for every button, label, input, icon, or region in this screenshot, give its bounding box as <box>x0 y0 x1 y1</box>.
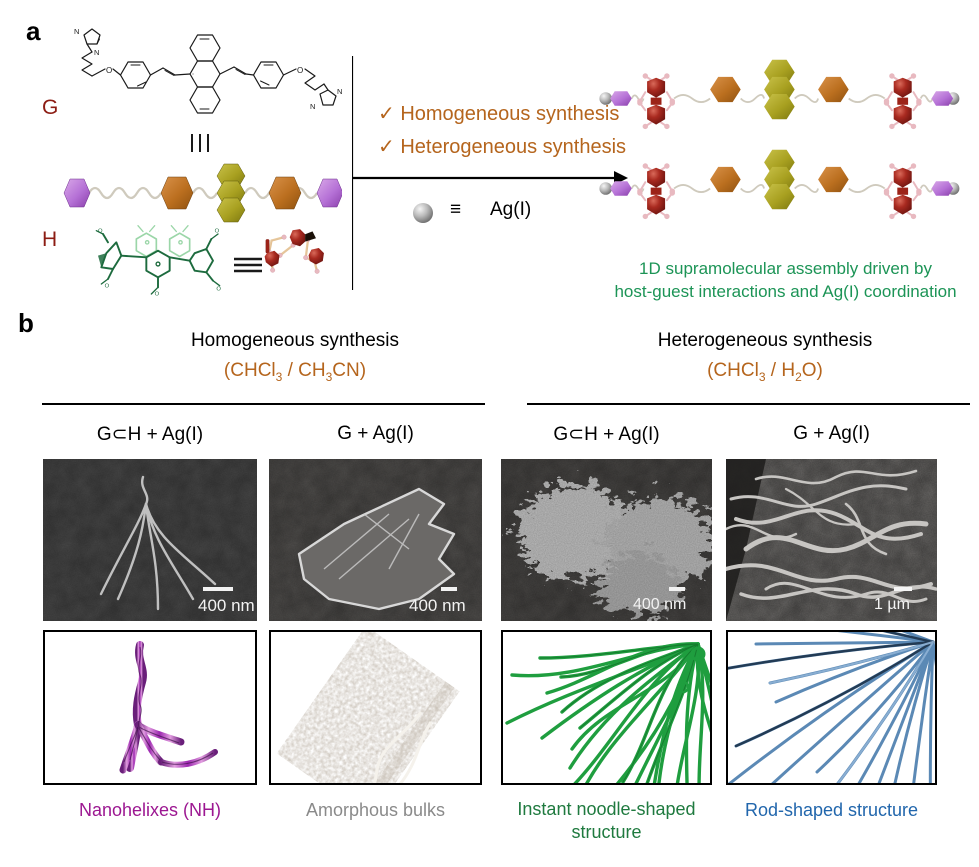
svg-text:400 nm: 400 nm <box>633 596 686 613</box>
svg-text:N: N <box>337 87 342 96</box>
svg-text:O: O <box>155 292 160 298</box>
svg-text:O: O <box>215 228 220 234</box>
svg-text:O: O <box>98 228 103 234</box>
svg-text:400 nm: 400 nm <box>409 596 466 615</box>
svg-text:O: O <box>297 66 303 75</box>
svg-text:O: O <box>105 283 110 289</box>
svg-text:O: O <box>216 287 221 293</box>
svg-text:N: N <box>74 27 79 36</box>
svg-text:N: N <box>310 102 315 111</box>
svg-text:N: N <box>94 48 99 57</box>
svg-text:1 µm: 1 µm <box>874 596 910 613</box>
svg-text:O: O <box>106 66 112 75</box>
svg-text:400 nm: 400 nm <box>198 596 255 615</box>
